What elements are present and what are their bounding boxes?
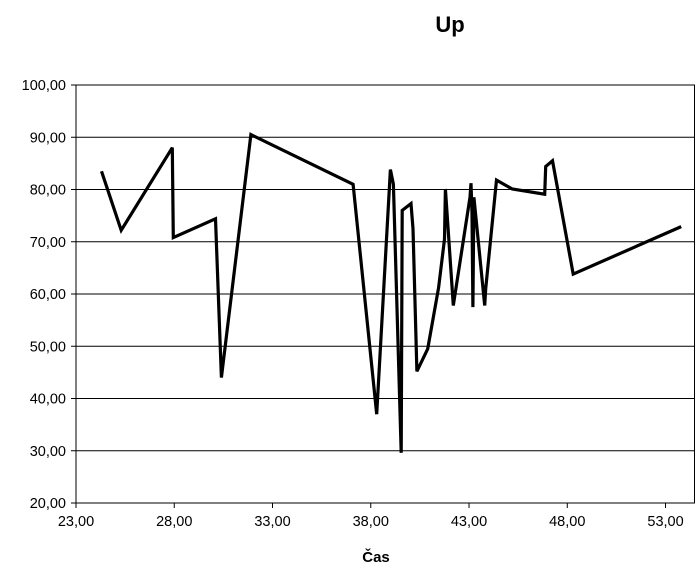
series-layer bbox=[99, 132, 682, 453]
x-tick-label-6: 53,00 bbox=[647, 514, 683, 530]
x-tick-label-4: 43,00 bbox=[451, 514, 487, 530]
y-tick-label-1: 30,00 bbox=[30, 444, 66, 460]
y-tick-label-5: 70,00 bbox=[30, 235, 66, 251]
y-tick-label-4: 60,00 bbox=[30, 287, 66, 303]
series-line-0 bbox=[99, 132, 682, 453]
gridlines bbox=[76, 84, 695, 504]
x-tick-label-1: 28,00 bbox=[156, 514, 192, 530]
chart-title: Up bbox=[435, 12, 464, 37]
y-tick-label-7: 90,00 bbox=[30, 130, 66, 146]
x-axis-title: Čas bbox=[362, 548, 390, 566]
y-axis: 20,00 30,00 40,00 50,00 60,00 70,00 80,00 90,00… bbox=[22, 78, 76, 512]
x-tick-label-2: 33,00 bbox=[254, 514, 290, 530]
y-tick-label-0: 20,00 bbox=[30, 496, 66, 512]
x-axis: 23,00 28,00 33,00 38,00 43,00 48,00 53,00 bbox=[58, 503, 684, 530]
y-tick-label-3: 50,00 bbox=[30, 339, 66, 355]
x-tick-label-0: 23,00 bbox=[58, 514, 94, 530]
x-tick-label-5: 48,00 bbox=[549, 514, 585, 530]
x-tick-label-3: 38,00 bbox=[353, 514, 389, 530]
y-tick-label-6: 80,00 bbox=[30, 183, 66, 199]
y-tick-label-8: 100,00 bbox=[22, 78, 66, 94]
y-tick-label-2: 40,00 bbox=[30, 392, 66, 408]
